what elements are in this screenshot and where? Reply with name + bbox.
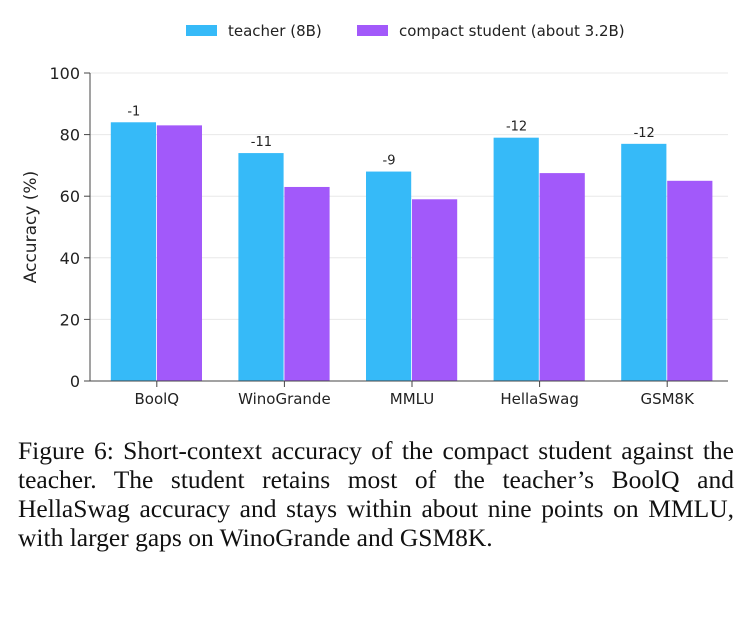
bar-hellaswag-teacher <box>493 137 539 381</box>
bars <box>110 122 713 381</box>
legend: teacher (8B) compact student (about 3.2B) <box>186 22 625 40</box>
diff-label-boolq: -1 <box>127 104 140 119</box>
x-tick-label-gsm8k: GSM8K <box>640 390 695 408</box>
y-tick-label-40: 40 <box>60 249 80 268</box>
legend-swatch-student <box>357 25 388 36</box>
bar-mmlu-teacher <box>366 171 412 381</box>
bar-boolq-student <box>156 125 202 381</box>
y-axis-label: Accuracy (%) <box>21 171 41 283</box>
legend-label-teacher: teacher (8B) <box>228 22 322 40</box>
y-tick-label-60: 60 <box>60 187 80 206</box>
bar-winogrande-student <box>284 186 330 381</box>
legend-label-student: compact student (about 3.2B) <box>399 22 625 40</box>
difference-labels: -1 -11 -9 -12 -12 <box>127 104 655 168</box>
diff-label-hellaswag: -12 <box>506 120 527 135</box>
diff-label-winogrande: -11 <box>251 135 272 150</box>
bar-gsm8k-student <box>667 180 713 381</box>
figure-caption: Figure 6: Short-context accuracy of the … <box>18 436 734 552</box>
bar-boolq-teacher <box>110 122 156 381</box>
y-tick-label-100: 100 <box>49 64 80 83</box>
x-tick-label-boolq: BoolQ <box>134 390 179 408</box>
diff-label-gsm8k: -12 <box>634 126 655 141</box>
legend-swatch-teacher <box>186 25 217 36</box>
y-ticks: 0 20 40 60 80 100 <box>49 64 90 391</box>
bar-mmlu-student <box>412 199 458 381</box>
bar-chart: 0 20 40 60 80 100 BoolQ WinoGrande MMLU HellaSwa… <box>21 22 728 408</box>
x-ticks: BoolQ WinoGrande MMLU HellaSwag GSM8K <box>134 381 695 408</box>
bar-hellaswag-student <box>539 173 585 381</box>
y-tick-label-80: 80 <box>60 126 80 145</box>
x-tick-label-hellaswag: HellaSwag <box>500 390 579 408</box>
axes <box>89 73 728 382</box>
x-tick-label-winogrande: WinoGrande <box>238 390 331 408</box>
bar-winogrande-teacher <box>238 153 284 381</box>
y-tick-label-20: 20 <box>60 310 80 329</box>
bar-gsm8k-teacher <box>621 143 667 381</box>
y-tick-label-0: 0 <box>70 372 80 391</box>
diff-label-mmlu: -9 <box>383 154 396 169</box>
x-tick-label-mmlu: MMLU <box>390 390 434 408</box>
